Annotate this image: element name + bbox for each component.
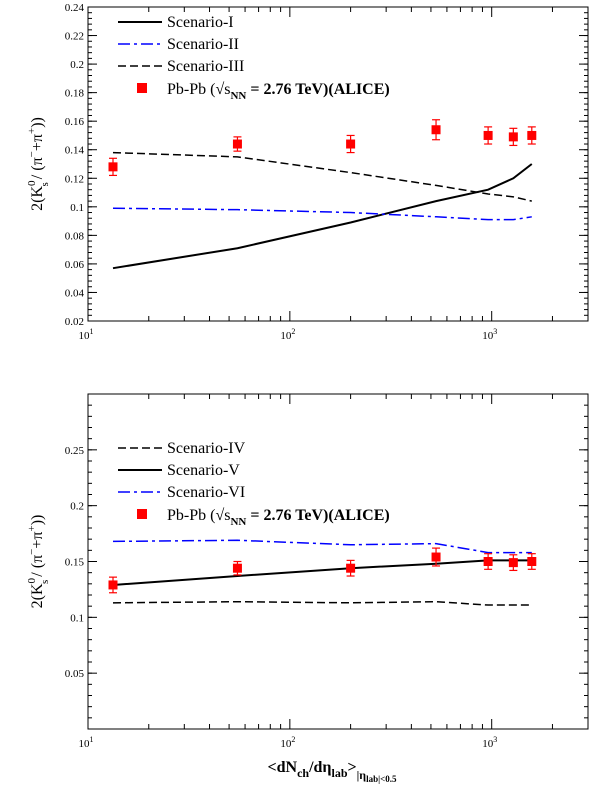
legend-entry-4: Pb-Pb (√sNN = 2.76 TeV)(ALICE) (137, 81, 390, 102)
y-tick-label: 0.14 (65, 145, 85, 157)
legend-entry-4: Pb-Pb (√sNN = 2.76 TeV)(ALICE) (137, 507, 390, 528)
data-point (527, 130, 537, 140)
legend-label: Scenario-II (167, 36, 239, 53)
legend-marker (137, 509, 147, 519)
legend-entry-3: Scenario-III (118, 58, 244, 75)
x-tick-label: 102 (280, 327, 295, 342)
y-tick-label: 0.1 (70, 202, 84, 214)
y-tick-label: 0.08 (65, 230, 85, 242)
legend-label: Scenario-IV (167, 440, 246, 457)
legend-label: Scenario-III (167, 58, 244, 75)
legend-entry-2: Scenario-V (118, 462, 240, 479)
x-axis-label: <dNch/dηlab>|ηlab|<0.5 (268, 759, 397, 784)
series-line-3 (112, 539, 532, 554)
series-line-1 (112, 600, 532, 606)
data-point (108, 580, 118, 590)
legend-label: Pb-Pb (√sNN = 2.76 TeV)(ALICE) (167, 507, 390, 528)
y-tick-label: 0.12 (65, 173, 84, 185)
chart-panel-2: 0.05 0.1 0.15 0.2 0.25 101 102 103 Scenario-IV Sc… (26, 393, 589, 784)
data-point (346, 139, 356, 149)
x-tick-label: 103 (482, 735, 497, 750)
y-tick-label: 0.1 (70, 612, 84, 624)
legend-entry-2: Scenario-II (118, 36, 239, 53)
series-line-1 (112, 163, 533, 270)
y-tick-label: 0.25 (65, 445, 85, 457)
y-axis-label: 2(K0s/ (π−+π+)) (26, 117, 51, 211)
data-point (346, 563, 356, 573)
data-point (508, 132, 518, 142)
data-point (108, 162, 118, 172)
legend-label: Scenario-I (167, 14, 234, 31)
data-point (232, 139, 242, 149)
legend-entry-1: Scenario-I (118, 14, 234, 31)
y-tick-label: 0.02 (65, 316, 84, 328)
series-line-2 (112, 207, 532, 221)
data-point (431, 125, 441, 135)
data-point (431, 552, 441, 562)
data-point (527, 557, 537, 566)
y-tick-label: 0.2 (70, 501, 84, 513)
plot-frame (87, 6, 589, 322)
chart-panel-1: 0.02 0.04 0.06 0.08 0.1 0.12 0.14 0.16 0.18 0.2 0.… (26, 2, 589, 342)
series-line-2 (112, 559, 532, 586)
x-tick-label: 103 (482, 327, 497, 342)
y-tick-label: 0.18 (65, 88, 85, 100)
y-tick-label: 0.2 (70, 59, 84, 71)
x-tick-label: 101 (79, 327, 94, 342)
x-tick-label: 102 (280, 735, 295, 750)
series-line-3 (112, 151, 532, 202)
y-tick-label: 0.24 (65, 2, 85, 14)
y-tick-label: 0.04 (65, 287, 85, 299)
legend-label: Scenario-VI (167, 484, 245, 501)
legend-label: Scenario-V (167, 462, 240, 479)
x-tick-label: 101 (79, 735, 94, 750)
legend-entry-1: Scenario-IV (118, 440, 246, 457)
y-tick-label: 0.06 (65, 259, 85, 271)
y-tick-label: 0.22 (65, 31, 84, 43)
data-point (483, 557, 493, 566)
y-tick-label: 0.16 (65, 116, 85, 128)
y-axis-label: 2(K0s/ (π−+π+)) (26, 515, 51, 609)
legend-entry-3: Scenario-VI (118, 484, 245, 501)
y-tick-label: 0.15 (65, 557, 85, 569)
legend-label: Pb-Pb (√sNN = 2.76 TeV)(ALICE) (167, 81, 390, 102)
y-tick-label: 0.05 (65, 668, 85, 680)
legend-marker (137, 83, 147, 93)
data-point (232, 563, 242, 573)
data-point (508, 558, 518, 568)
data-point (483, 130, 493, 140)
